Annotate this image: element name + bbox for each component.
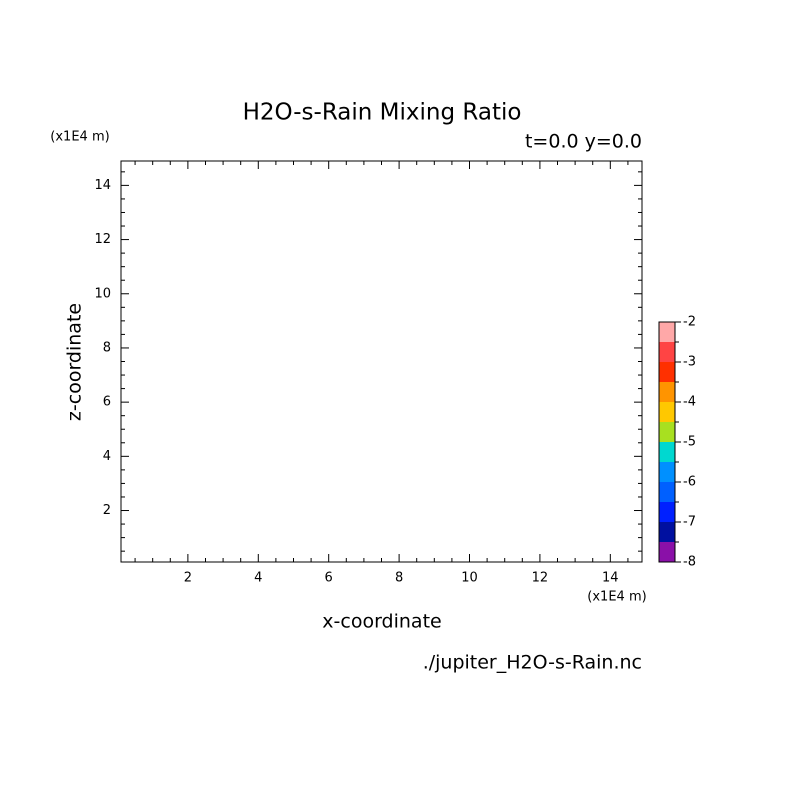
colorbar-band xyxy=(659,422,675,442)
colorbar-band xyxy=(659,542,675,562)
y-tick-label: 14 xyxy=(94,178,111,193)
y-tick-label: 4 xyxy=(103,449,111,464)
colorbar-tick-label: -8 xyxy=(683,555,696,570)
colorbar-band xyxy=(659,322,675,342)
colorbar-tick-label: -2 xyxy=(683,315,696,330)
x-tick-label: 14 xyxy=(602,571,619,586)
colorbar-tick-label: -3 xyxy=(683,355,696,370)
colorbar-band xyxy=(659,362,675,382)
x-tick-label: 2 xyxy=(184,571,192,586)
y-tick-label: 12 xyxy=(94,232,111,247)
colorbar-tick-label: -6 xyxy=(683,475,696,490)
colorbar-tick-label: -7 xyxy=(683,515,696,530)
colorbar-band xyxy=(659,342,675,362)
colorbar-band xyxy=(659,382,675,402)
subtitle: t=0.0 y=0.0 xyxy=(525,131,642,153)
colorbar-band xyxy=(659,502,675,522)
colorbar-tick-label: -5 xyxy=(683,435,696,450)
source-file: ./jupiter_H2O-s-Rain.nc xyxy=(423,652,642,674)
x-tick-label: 4 xyxy=(254,571,262,586)
colorbar-band xyxy=(659,462,675,482)
y-tick-label: 10 xyxy=(94,286,111,301)
x-unit: (x1E4 m) xyxy=(587,590,646,605)
x-tick-label: 10 xyxy=(461,571,478,586)
y-tick-label: 2 xyxy=(103,503,111,518)
colorbar-tick-label: -4 xyxy=(683,395,696,410)
colorbar-band xyxy=(659,522,675,542)
y-unit: (x1E4 m) xyxy=(50,130,109,145)
x-tick-label: 8 xyxy=(395,571,403,586)
x-tick-label: 12 xyxy=(532,571,549,586)
x-axis-label: x-coordinate xyxy=(322,611,441,633)
y-tick-label: 8 xyxy=(103,340,111,355)
colorbar-band xyxy=(659,442,675,462)
colorbar-band xyxy=(659,402,675,422)
colorbar-band xyxy=(659,482,675,502)
x-tick-label: 6 xyxy=(325,571,333,586)
y-axis-label: z-coordinate xyxy=(64,303,86,421)
y-tick-label: 6 xyxy=(103,395,111,410)
chart-title: H2O-s-Rain Mixing Ratio xyxy=(243,100,522,126)
